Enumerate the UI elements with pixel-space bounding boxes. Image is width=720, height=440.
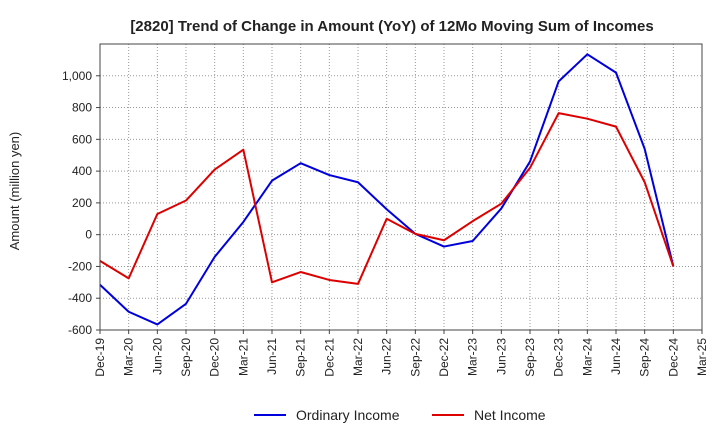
plot-frame xyxy=(99,43,703,331)
x-tick-label: Dec-24 xyxy=(666,338,680,377)
y-tick-label: -400 xyxy=(68,291,92,305)
y-axis-label: Amount (million yen) xyxy=(7,132,22,251)
y-tick-label: 200 xyxy=(72,196,92,210)
x-tick-label: Mar-23 xyxy=(466,338,480,376)
y-tick-label: 0 xyxy=(85,228,92,242)
legend-label: Ordinary Income xyxy=(296,407,400,423)
x-tick-label: Sep-22 xyxy=(408,338,422,377)
y-tick-label: 1,000 xyxy=(62,69,92,83)
legend: Ordinary Income Net Income xyxy=(254,407,546,423)
x-tick-label: Jun-20 xyxy=(150,338,164,375)
x-tick-label: Mar-24 xyxy=(580,338,594,376)
x-tick-label: Sep-20 xyxy=(179,338,193,377)
series-layer xyxy=(99,53,675,326)
y-tick-label: 800 xyxy=(72,101,92,115)
series-line-net-income xyxy=(99,112,675,285)
series-line-ordinary-income xyxy=(99,53,675,326)
legend-label: Net Income xyxy=(474,407,546,423)
x-tick-label: Mar-21 xyxy=(236,338,250,376)
x-tick-label: Dec-20 xyxy=(208,338,222,377)
y-tick-label: 400 xyxy=(72,164,92,178)
x-tick-label: Sep-21 xyxy=(294,338,308,377)
chart-title: [2820] Trend of Change in Amount (YoY) o… xyxy=(130,18,653,35)
y-tick-label: 600 xyxy=(72,132,92,146)
x-tick-label: Mar-20 xyxy=(122,338,136,376)
x-tick-label: Mar-25 xyxy=(695,338,709,376)
x-tick-label: Mar-22 xyxy=(351,338,365,376)
y-tick-label: -200 xyxy=(68,259,92,273)
x-tick-label: Jun-21 xyxy=(265,338,279,375)
x-tick-label: Dec-21 xyxy=(322,338,336,377)
x-tick-label: Jun-23 xyxy=(494,338,508,375)
x-axis-ticks: Dec-19 Mar-20 Jun-20 Sep-20 Dec-20 Mar-21 Jun-… xyxy=(93,330,709,377)
y-axis-ticks: -600 -400 -200 0 200 400 600 800 1,000 xyxy=(62,69,100,337)
grid xyxy=(100,44,702,330)
y-tick-label: -600 xyxy=(68,323,92,337)
x-tick-label: Sep-24 xyxy=(638,338,652,377)
x-tick-label: Dec-23 xyxy=(552,338,566,377)
x-tick-label: Dec-19 xyxy=(93,338,107,377)
x-tick-label: Jun-24 xyxy=(609,338,623,375)
x-tick-label: Sep-23 xyxy=(523,338,537,377)
x-tick-label: Jun-22 xyxy=(380,338,394,375)
x-tick-label: Dec-22 xyxy=(437,338,451,377)
